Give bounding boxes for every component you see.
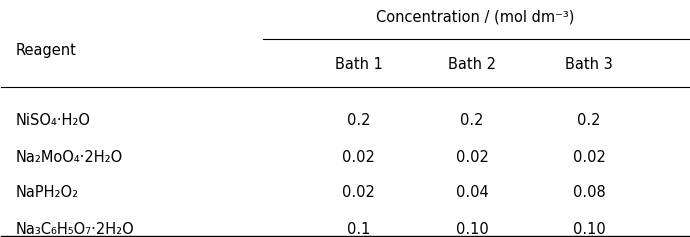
Text: Na₃C₆H₅O₇·2H₂O: Na₃C₆H₅O₇·2H₂O <box>15 222 134 237</box>
Text: 0.10: 0.10 <box>456 222 489 237</box>
Text: Na₂MoO₄·2H₂O: Na₂MoO₄·2H₂O <box>15 150 122 165</box>
Text: NaPH₂O₂: NaPH₂O₂ <box>15 185 78 200</box>
Text: 0.02: 0.02 <box>455 150 489 165</box>
Text: 0.02: 0.02 <box>342 150 375 165</box>
Text: 0.10: 0.10 <box>573 222 605 237</box>
Text: 0.08: 0.08 <box>573 185 605 200</box>
Text: 0.02: 0.02 <box>573 150 605 165</box>
Text: Bath 3: Bath 3 <box>565 57 613 72</box>
Text: 0.2: 0.2 <box>460 113 484 128</box>
Text: 0.02: 0.02 <box>342 185 375 200</box>
Text: 0.04: 0.04 <box>456 185 489 200</box>
Text: Bath 2: Bath 2 <box>448 57 496 72</box>
Text: NiSO₄·H₂O: NiSO₄·H₂O <box>15 113 90 128</box>
Text: 0.2: 0.2 <box>347 113 371 128</box>
Text: 0.1: 0.1 <box>347 222 371 237</box>
Text: Bath 1: Bath 1 <box>335 57 383 72</box>
Text: Concentration / (mol dm⁻³): Concentration / (mol dm⁻³) <box>376 9 575 24</box>
Text: Reagent: Reagent <box>15 43 76 58</box>
Text: 0.2: 0.2 <box>578 113 601 128</box>
